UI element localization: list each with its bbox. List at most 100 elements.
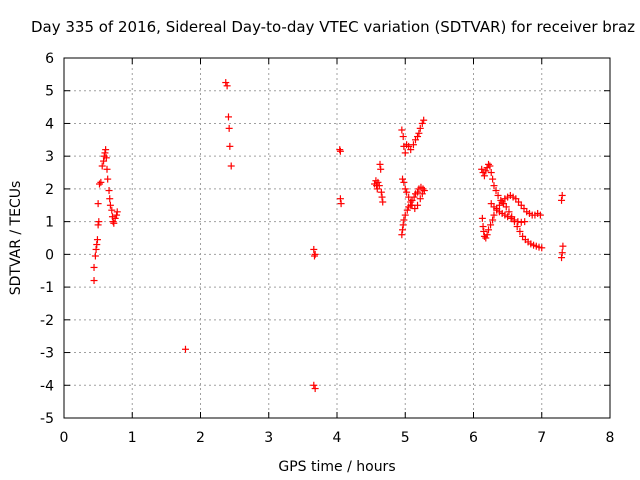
data-point xyxy=(94,221,102,229)
data-point xyxy=(418,190,426,198)
data-point xyxy=(558,249,566,257)
data-point xyxy=(97,178,105,186)
data-point xyxy=(94,200,102,208)
x-tick-label: 0 xyxy=(60,430,69,446)
y-tick-label: -1 xyxy=(40,280,54,296)
data-point xyxy=(486,162,494,170)
data-point xyxy=(376,160,384,168)
data-point xyxy=(494,191,502,199)
data-point xyxy=(403,188,411,196)
data-point xyxy=(414,133,422,141)
data-point xyxy=(93,236,101,244)
data-point xyxy=(420,116,428,124)
data-point xyxy=(416,124,424,132)
data-point xyxy=(505,208,513,216)
data-point xyxy=(403,206,411,214)
grid-layer xyxy=(64,58,610,418)
data-point xyxy=(517,218,525,226)
data-point xyxy=(222,79,230,87)
data-point xyxy=(310,381,318,389)
data-point xyxy=(399,133,407,141)
data-point xyxy=(374,178,382,186)
data-point xyxy=(558,196,566,204)
data-point xyxy=(407,146,415,154)
data-point xyxy=(407,198,415,206)
data-point xyxy=(101,149,109,157)
data-point xyxy=(336,195,344,203)
data-point xyxy=(478,165,486,173)
data-point xyxy=(377,188,385,196)
data-point xyxy=(181,345,189,353)
data-point xyxy=(558,191,566,199)
data-point xyxy=(98,162,106,170)
data-point xyxy=(95,218,103,226)
data-point xyxy=(226,142,234,150)
data-point xyxy=(480,227,488,235)
data-point xyxy=(310,252,318,260)
data-point xyxy=(399,175,407,183)
data-point xyxy=(113,211,121,219)
data-point xyxy=(482,234,490,242)
y-tick-label: -2 xyxy=(40,313,54,329)
data-point xyxy=(400,216,408,224)
data-point xyxy=(483,231,491,239)
data-point xyxy=(502,203,510,211)
data-point xyxy=(90,277,98,285)
data-point xyxy=(490,211,498,219)
data-point xyxy=(375,182,383,190)
data-point xyxy=(106,195,114,203)
x-tick-label: 5 xyxy=(401,430,410,446)
data-point xyxy=(110,219,118,227)
data-point xyxy=(111,214,119,222)
data-point xyxy=(227,162,235,170)
data-point xyxy=(487,169,495,177)
y-axis-label: SDTVAR / TECUs xyxy=(8,181,24,296)
x-tick-label: 6 xyxy=(469,430,478,446)
data-point xyxy=(559,242,567,250)
y-tick-label: 2 xyxy=(45,182,54,198)
data-point xyxy=(482,167,490,175)
data-point xyxy=(336,146,344,154)
data-point xyxy=(105,187,113,195)
data-point xyxy=(485,226,493,234)
data-point xyxy=(378,193,386,201)
data-point xyxy=(336,147,344,155)
data-point xyxy=(399,226,407,234)
data-point xyxy=(377,165,385,173)
y-tick-label: -5 xyxy=(40,411,54,427)
x-tick-label: 1 xyxy=(128,430,137,446)
data-point xyxy=(401,185,409,193)
x-tick-label: 7 xyxy=(537,430,546,446)
data-point xyxy=(311,250,319,258)
data-point xyxy=(225,124,233,132)
plot-frame xyxy=(63,57,611,419)
data-point xyxy=(478,214,486,222)
x-tick-label: 4 xyxy=(333,430,342,446)
data-point xyxy=(113,208,121,216)
points-layer xyxy=(90,79,567,393)
data-point xyxy=(419,185,427,193)
data-point xyxy=(310,245,318,253)
data-point xyxy=(398,231,406,239)
y-tick-label: 1 xyxy=(45,215,54,231)
data-point xyxy=(415,129,423,137)
data-point xyxy=(103,165,111,173)
data-point xyxy=(401,211,409,219)
data-point xyxy=(102,146,110,154)
data-point xyxy=(416,195,424,203)
data-point xyxy=(400,178,408,186)
data-point xyxy=(558,254,566,262)
data-point xyxy=(538,244,546,252)
data-point xyxy=(480,172,488,180)
data-point xyxy=(489,216,497,224)
data-point xyxy=(95,180,103,188)
data-point xyxy=(224,113,232,121)
x-tick-label: 3 xyxy=(264,430,273,446)
y-tick-label: 0 xyxy=(45,247,54,263)
data-point xyxy=(106,201,114,209)
data-point xyxy=(514,218,522,226)
data-point xyxy=(479,223,487,231)
data-point xyxy=(492,187,500,195)
